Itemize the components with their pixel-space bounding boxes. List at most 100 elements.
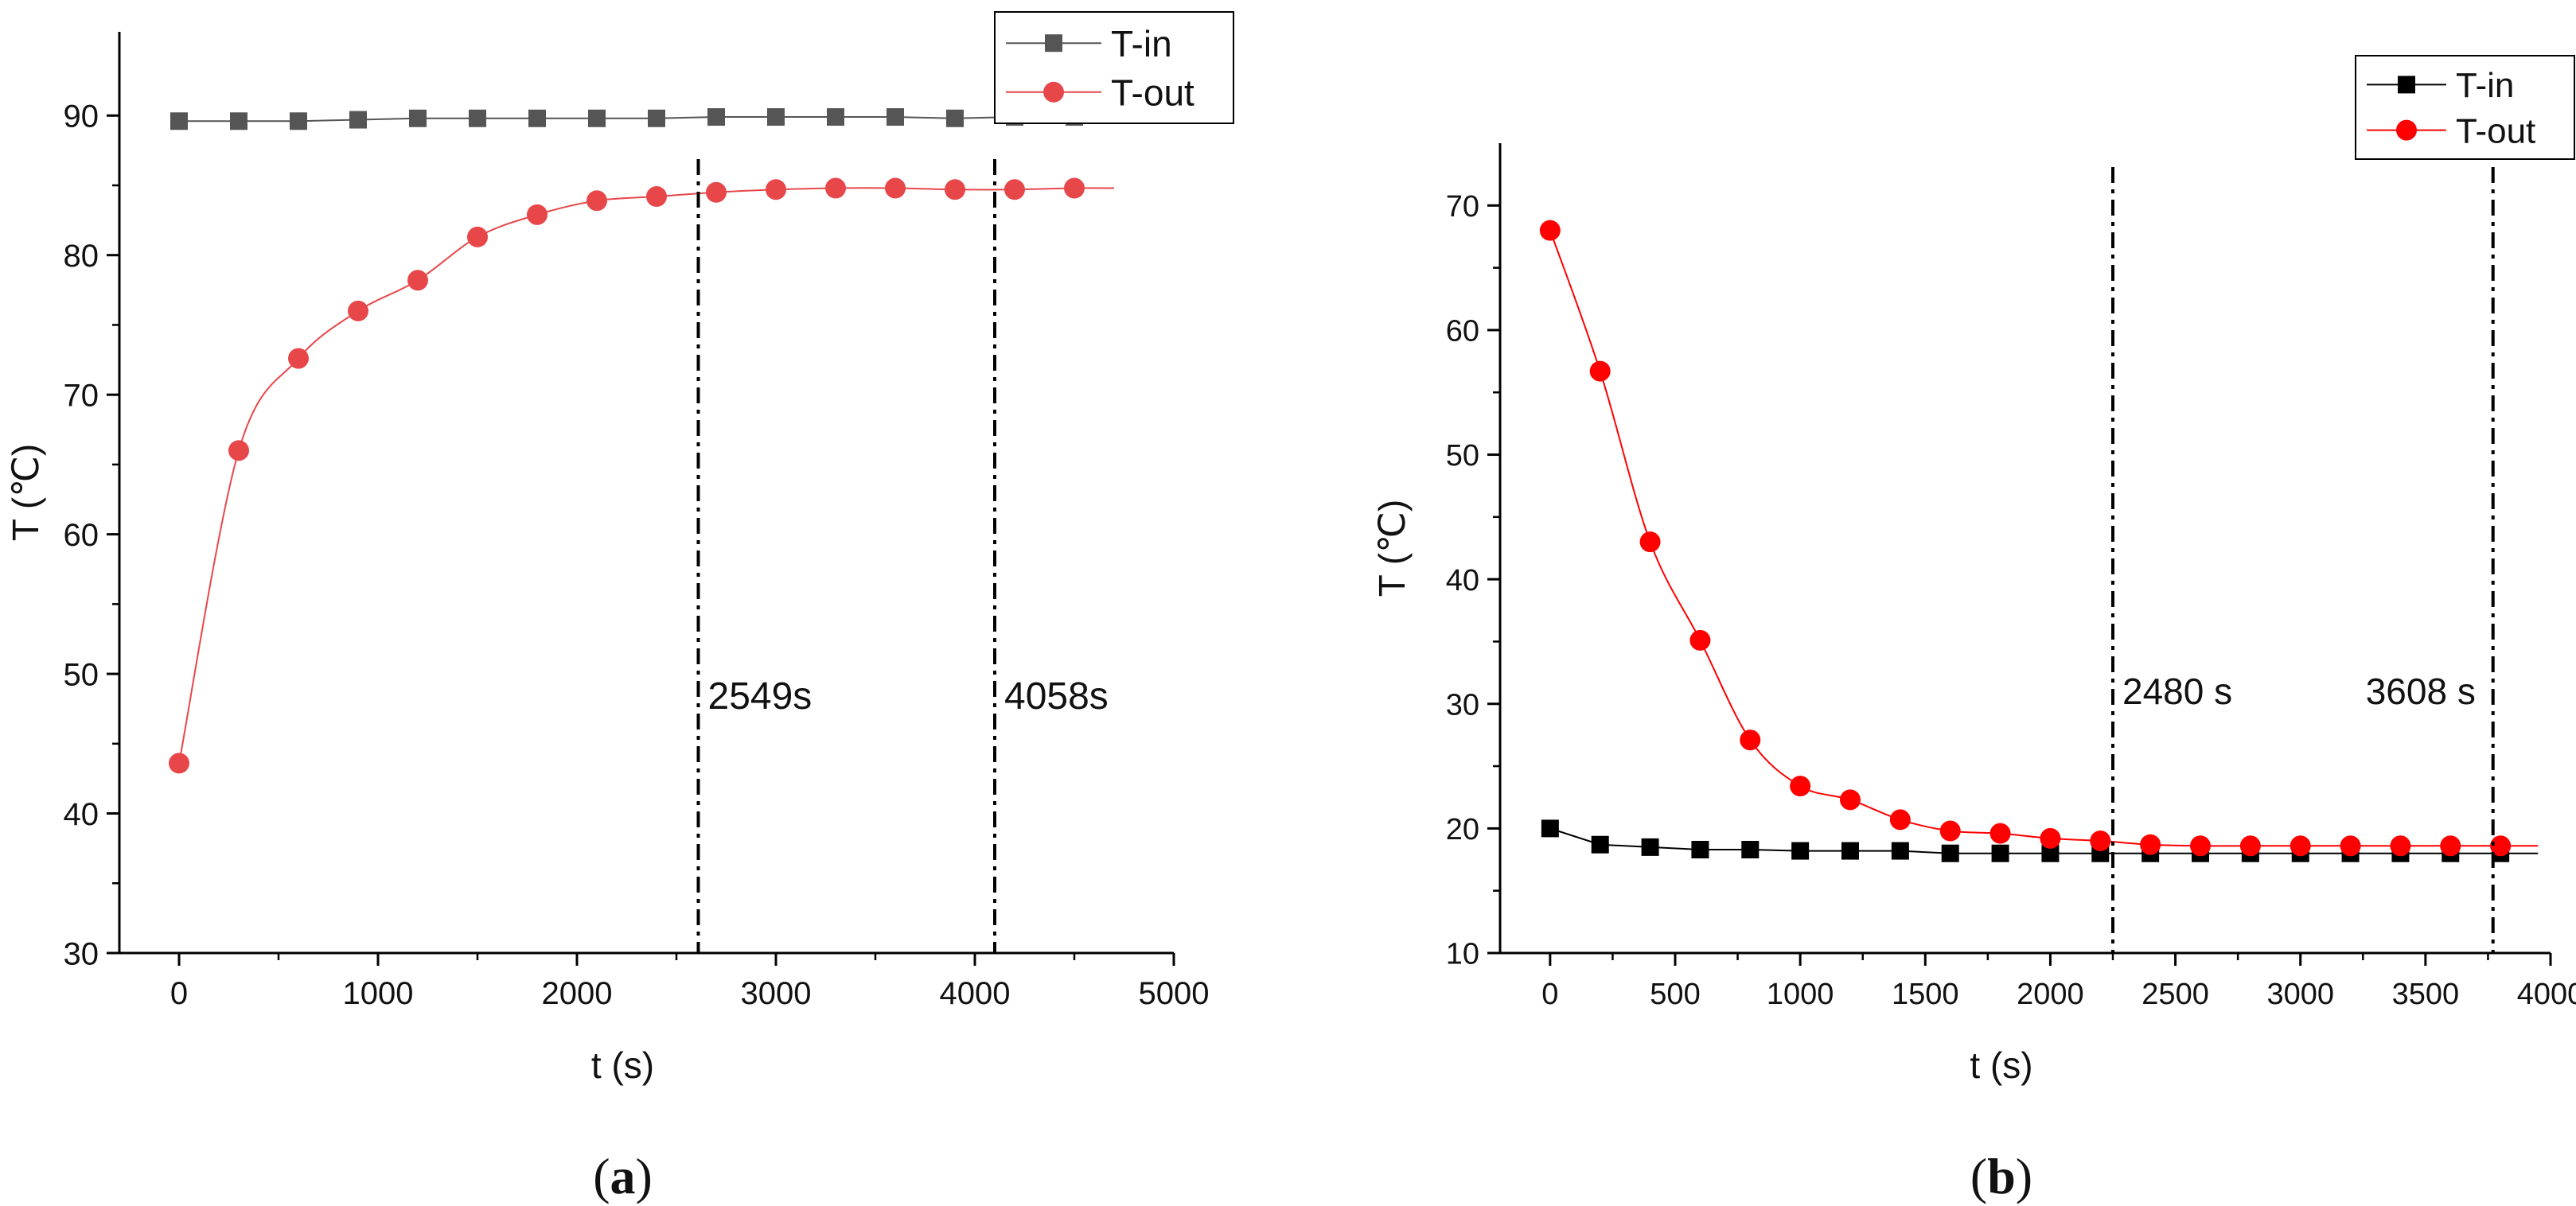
data-point-t-out [1539, 220, 1561, 241]
legend-marker-t-out [2396, 119, 2417, 141]
data-point-t-out [1639, 531, 1661, 553]
data-point-t-in [707, 108, 725, 126]
data-point-t-out [1889, 809, 1911, 831]
data-point-t-out [527, 204, 548, 225]
data-point-t-out [2390, 835, 2411, 857]
data-point-t-in [1841, 842, 1859, 860]
x-tick-label: 4000 [940, 976, 1011, 1011]
chart-panel-a: 0 1000 2000 3000 4000 5000 30 40 50 60 70 80 90 t (s)… [5, 11, 1234, 1204]
data-point-t-out [2140, 834, 2161, 855]
legend: T-in T-out [2355, 55, 2575, 160]
reference-line-label: 2549s [708, 675, 813, 718]
data-point-t-out [1790, 776, 1811, 797]
data-point-t-in [2041, 844, 2060, 862]
data-point-t-in [946, 109, 964, 127]
data-point-t-out [1689, 629, 1711, 651]
series-t-out [169, 177, 1115, 774]
data-point-t-out [2490, 835, 2512, 857]
legend-label-t-in: T-in [1111, 23, 1172, 64]
y-axis-label: T (℃) [5, 444, 46, 541]
x-tick-label: 500 [1650, 978, 1700, 1011]
x-tick-label: 1500 [1892, 978, 1959, 1011]
legend-marker-t-out [1043, 81, 1064, 103]
data-point-t-out [288, 348, 309, 369]
data-point-t-in [1691, 841, 1709, 859]
data-point-t-out [2340, 835, 2361, 857]
y-tick-label: 30 [64, 936, 99, 971]
chart-panel-b: 0 500 1000 1500 2000 2500 3000 3500 4000 10 20 30 40… [1371, 55, 2576, 1204]
data-point-t-out [407, 270, 428, 291]
data-point-t-in [1891, 842, 1909, 860]
y-tick-label: 50 [64, 657, 99, 692]
reference-line-label: 2480 s [2122, 671, 2232, 712]
x-tick-label: 1000 [343, 976, 414, 1011]
data-point-t-in [528, 109, 546, 127]
y-tick-label: 10 [1446, 938, 1479, 971]
y-tick-label: 20 [1446, 813, 1479, 846]
data-point-t-out [825, 177, 846, 199]
series-line-t-out [1549, 230, 2539, 847]
data-point-t-in [409, 109, 427, 127]
legend: T-in T-out [994, 11, 1234, 124]
y-tick-label: 30 [1446, 688, 1479, 722]
data-point-t-in [588, 109, 606, 127]
data-point-t-out [646, 186, 667, 208]
y-tick-label: 90 [64, 99, 99, 134]
data-point-t-in [1541, 819, 1559, 838]
data-point-t-in [648, 109, 665, 127]
series-line-t-in [179, 116, 1114, 123]
data-point-t-out [587, 190, 607, 212]
x-tick-label: 2500 [2141, 978, 2209, 1011]
x-tick-label: 2000 [2017, 978, 2084, 1011]
x-axis-label: t (s) [1970, 1045, 2032, 1086]
y-tick-label: 60 [1446, 315, 1479, 348]
data-point-t-out [2440, 835, 2461, 857]
data-point-t-in [1591, 835, 1609, 854]
series-t-in [1541, 819, 2539, 862]
data-point-t-in [1741, 841, 1760, 859]
data-point-t-in [230, 112, 247, 130]
data-point-t-out [2040, 827, 2061, 849]
data-point-t-in [349, 111, 367, 129]
x-tick-label: 4000 [2517, 978, 2576, 1011]
data-point-t-out [766, 179, 786, 200]
data-point-t-in [1991, 844, 2009, 862]
x-tick-label: 3000 [2266, 978, 2334, 1011]
data-point-t-out [885, 177, 906, 199]
legend-box [2355, 55, 2575, 160]
y-tick-label: 80 [64, 239, 99, 274]
x-axis-label: t (s) [591, 1045, 654, 1086]
data-point-t-out [1989, 823, 2011, 844]
data-point-t-in [469, 109, 486, 127]
data-point-t-out [1589, 360, 1611, 382]
data-point-t-out [1840, 789, 1861, 811]
y-tick-label: 70 [1446, 190, 1479, 224]
x-tick-label: 1000 [1767, 978, 1834, 1011]
data-point-t-in [1941, 844, 1959, 862]
x-tick-label: 2000 [542, 976, 613, 1011]
data-point-t-in [767, 108, 785, 126]
data-point-t-out [467, 226, 488, 247]
y-tick-label: 50 [1446, 439, 1479, 473]
data-point-t-out [1740, 729, 1761, 751]
y-axis-label: T (℃) [1371, 500, 1413, 597]
data-point-t-in [170, 112, 188, 130]
reference-line-label: 4058s [1004, 675, 1109, 718]
data-point-t-out [945, 179, 965, 200]
data-point-t-in [1791, 842, 1810, 860]
data-point-t-in [290, 112, 307, 130]
x-tick-label: 5000 [1139, 976, 1210, 1011]
panel-caption: (a) [593, 1148, 653, 1204]
x-tick-label: 3500 [2392, 978, 2460, 1011]
x-tick-label: 3000 [741, 976, 812, 1011]
legend-marker-t-in [1045, 34, 1062, 53]
data-point-t-out [2239, 835, 2261, 857]
x-tick-label: 0 [1541, 978, 1558, 1011]
reference-line-label: 3608 s [2366, 671, 2476, 712]
series-t-in [170, 108, 1114, 130]
series-t-out [1539, 220, 2539, 857]
data-point-t-out [228, 440, 249, 461]
y-tick-label: 40 [64, 797, 99, 832]
data-point-t-out [2190, 835, 2211, 857]
